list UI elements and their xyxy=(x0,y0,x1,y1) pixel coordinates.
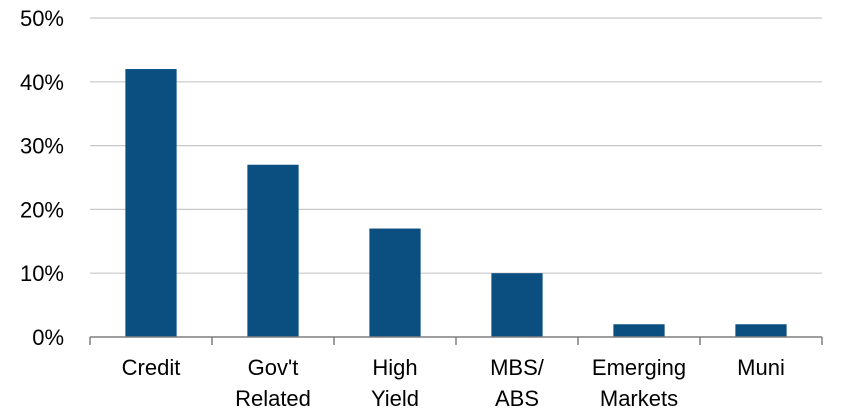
bar xyxy=(369,228,421,337)
x-category-label: Muni xyxy=(737,355,785,380)
gridlines xyxy=(90,17,822,274)
x-axis xyxy=(89,336,823,345)
x-category-label: Gov't Related xyxy=(235,355,311,411)
x-category-label: MBS/ABS xyxy=(490,355,545,411)
bar xyxy=(735,324,787,337)
y-axis-tick-labels: 0% 10% 20% 30% 40% 50% xyxy=(20,6,64,350)
bar xyxy=(125,69,177,337)
y-tick-label: 50% xyxy=(20,6,64,31)
y-tick-label: 20% xyxy=(20,197,64,222)
y-tick-label: 10% xyxy=(20,261,64,286)
x-axis-category-labels: Credit Gov't Related High Yield MBS/ABS Emergi… xyxy=(122,355,785,411)
y-tick-label: 30% xyxy=(20,134,64,159)
y-tick-label: 0% xyxy=(32,325,64,350)
bars xyxy=(125,69,787,337)
bar xyxy=(247,164,299,337)
x-category-label: Credit xyxy=(122,355,181,380)
x-category-label: High Yield xyxy=(371,355,419,411)
x-category-label: Emerging Markets xyxy=(592,355,686,411)
bar xyxy=(613,324,665,337)
y-tick-label: 40% xyxy=(20,70,64,95)
bar xyxy=(491,273,543,337)
